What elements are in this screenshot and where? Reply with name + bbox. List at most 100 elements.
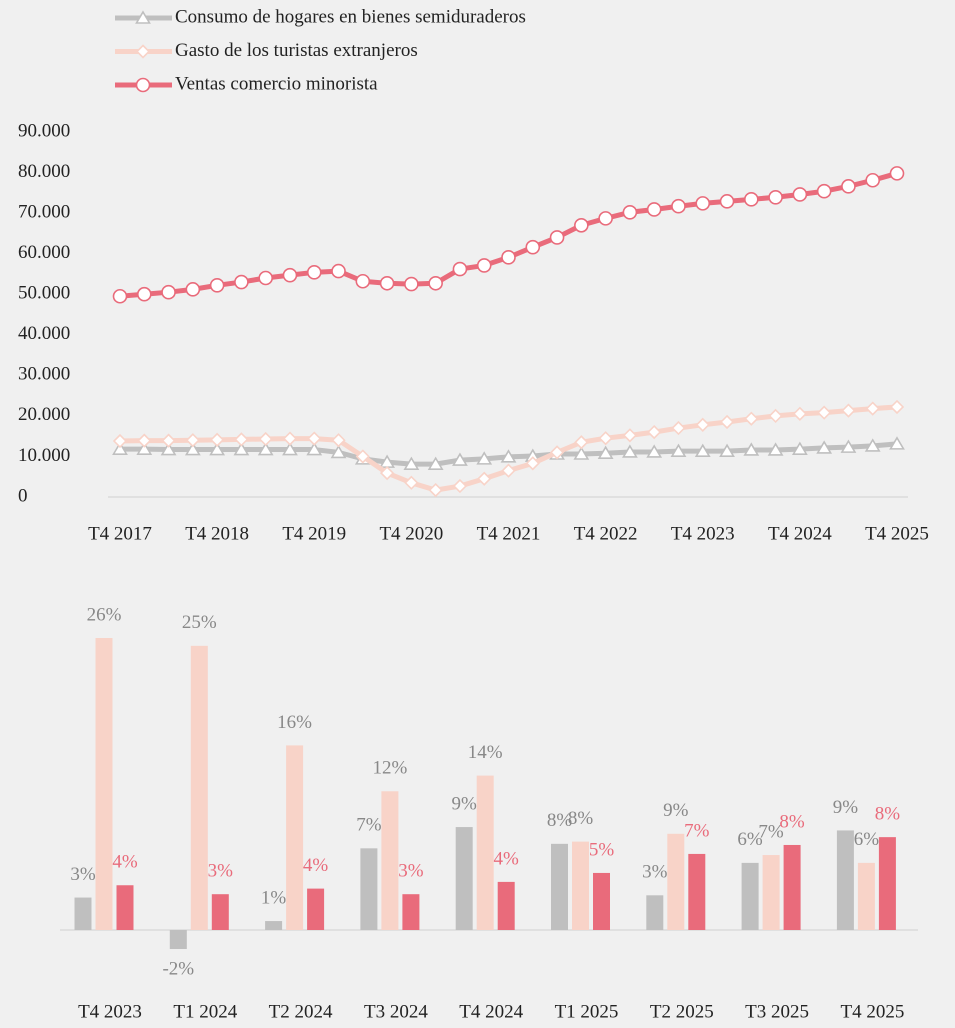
point	[622, 428, 638, 443]
bar	[572, 841, 589, 930]
x-tick-label: T3 2024	[364, 1001, 428, 1022]
point	[355, 273, 371, 289]
point	[427, 456, 444, 470]
value-label: 12%	[372, 758, 407, 779]
point	[428, 275, 443, 291]
value-label: 3%	[208, 861, 234, 882]
point	[282, 431, 298, 446]
point	[767, 442, 784, 456]
value-label: 9%	[833, 797, 859, 818]
point	[791, 441, 808, 455]
point	[574, 435, 589, 450]
bar	[551, 843, 568, 930]
point	[403, 456, 420, 470]
point	[889, 399, 905, 415]
legend-label: Gasto de los turistas extranjeros	[175, 40, 418, 61]
value-label: 3%	[398, 861, 424, 882]
point	[768, 189, 783, 205]
bar	[783, 844, 801, 930]
point	[185, 433, 200, 448]
bar	[307, 888, 325, 930]
bar	[455, 827, 473, 930]
point	[355, 449, 370, 464]
point	[185, 282, 201, 297]
x-tick-label: T4 2017	[88, 523, 152, 544]
x-tick-label: T4 2024	[768, 523, 832, 544]
bar	[857, 862, 875, 930]
point	[817, 405, 832, 420]
point	[258, 270, 273, 286]
bar	[646, 895, 664, 930]
point	[597, 445, 614, 459]
value-label: 3%	[642, 862, 668, 883]
x-tick-label: T3 2025	[745, 1001, 809, 1022]
bar	[211, 894, 229, 930]
point	[671, 420, 686, 436]
x-tick-label: T4 2022	[574, 523, 638, 544]
point	[744, 192, 759, 207]
y-tick-label: 60.000	[18, 242, 70, 263]
point	[500, 449, 517, 463]
bar	[265, 921, 283, 930]
x-tick-label: T4 2025	[865, 523, 929, 544]
point	[476, 258, 492, 273]
bar	[190, 645, 208, 930]
x-tick-label: T4 2023	[78, 1001, 142, 1022]
x-tick-label: T4 2023	[671, 523, 735, 544]
y-tick-label: 80.000	[18, 161, 70, 182]
value-label: 8%	[547, 810, 573, 831]
y-tick-label: 50.000	[18, 283, 70, 304]
point	[598, 431, 613, 446]
y-tick-label: 40.000	[18, 323, 70, 344]
point	[768, 408, 783, 424]
point	[452, 478, 468, 494]
value-label: 7%	[356, 815, 382, 836]
x-tick-label: T4 2020	[379, 523, 443, 544]
point	[452, 261, 468, 277]
point	[598, 211, 613, 226]
point	[792, 187, 808, 202]
point	[136, 286, 152, 302]
point	[306, 441, 323, 456]
point	[549, 230, 565, 245]
point	[112, 433, 128, 449]
bar	[741, 862, 759, 930]
point	[282, 441, 298, 456]
bar	[169, 930, 187, 950]
value-label: 7%	[758, 821, 784, 842]
point	[792, 406, 808, 421]
point	[719, 194, 735, 209]
point	[137, 433, 152, 448]
point	[719, 414, 735, 430]
point	[307, 431, 322, 446]
bar	[381, 791, 399, 930]
bar	[762, 855, 780, 930]
bar	[360, 848, 378, 930]
point	[209, 432, 225, 447]
bar	[116, 885, 134, 930]
y-tick-label: 20.000	[18, 404, 70, 425]
point	[501, 463, 516, 478]
point	[331, 263, 346, 279]
point	[622, 444, 638, 458]
bar	[497, 881, 515, 930]
y-tick-label: 30.000	[18, 364, 70, 385]
bar	[74, 897, 92, 930]
point	[525, 456, 540, 471]
point	[234, 274, 249, 290]
point	[161, 284, 176, 300]
value-label: 26%	[87, 604, 122, 625]
x-tick-label: T2 2025	[650, 1001, 714, 1022]
point	[476, 451, 493, 465]
legend-label: Consumo de hogares en bienes semidurader…	[175, 6, 526, 27]
point	[379, 275, 395, 291]
point	[525, 239, 541, 255]
point	[622, 205, 638, 220]
point	[233, 441, 250, 456]
value-label: 6%	[737, 829, 763, 850]
point	[258, 431, 273, 447]
value-label: 4%	[303, 855, 329, 876]
point	[695, 196, 711, 211]
